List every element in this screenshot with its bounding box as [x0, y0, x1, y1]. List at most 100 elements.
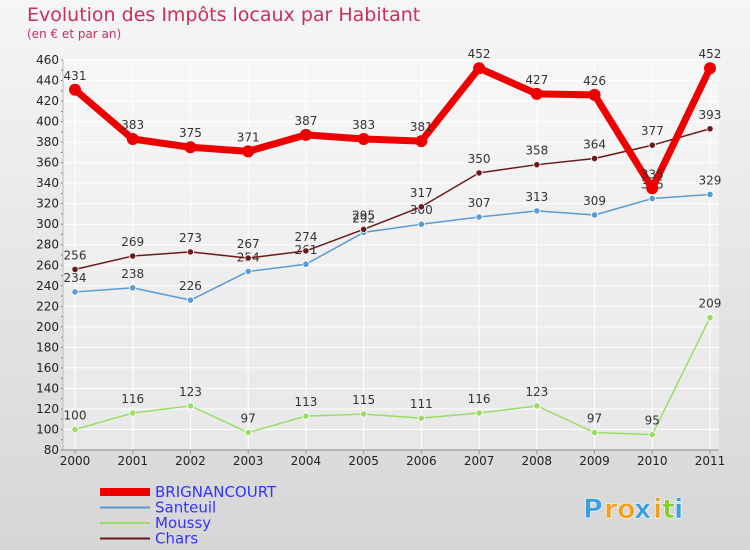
data-point-moussy — [475, 409, 483, 417]
data-label-moussy: 116 — [121, 392, 144, 406]
x-tick-label: 2006 — [406, 454, 437, 468]
data-label-brignancourt: 371 — [237, 130, 260, 144]
legend-label-brignancourt: BRIGNANCOURT — [155, 483, 277, 501]
data-point-chars — [706, 125, 714, 133]
data-point-chars — [244, 254, 252, 262]
data-label-chars: 273 — [179, 231, 202, 245]
legend-label-moussy: Moussy — [155, 514, 211, 532]
y-tick-label: 340 — [36, 176, 59, 190]
axes: 80 100 120 140 160 180 200 220 240 260 280 300 320 34… — [36, 53, 725, 468]
data-point-santeuil — [71, 288, 79, 296]
x-tick-label: 2005 — [348, 454, 379, 468]
data-label-chars: 393 — [699, 108, 722, 122]
logo-letter: x — [634, 494, 651, 525]
data-point-moussy — [590, 428, 599, 437]
data-label-chars: 274 — [294, 230, 317, 244]
data-point-santeuil — [302, 260, 310, 268]
data-label-brignancourt: 427 — [525, 73, 548, 87]
data-label-santeuil: 313 — [525, 190, 548, 204]
data-point-brignancourt — [184, 141, 197, 154]
data-label-moussy: 111 — [410, 397, 433, 411]
data-point-moussy — [417, 414, 425, 422]
y-tick-label: 80 — [44, 443, 59, 457]
data-label-brignancourt: 387 — [294, 114, 317, 128]
data-point-chars — [129, 252, 137, 260]
data-label-brignancourt: 335 — [641, 167, 664, 181]
data-point-chars — [475, 169, 483, 177]
data-point-chars — [186, 248, 195, 256]
data-point-santeuil — [533, 207, 541, 215]
logo-letter: i — [674, 494, 683, 525]
data-label-moussy: 97 — [241, 412, 256, 426]
logo-letter: r — [604, 494, 618, 525]
data-label-santeuil: 226 — [179, 279, 202, 293]
data-label-moussy: 97 — [587, 412, 602, 426]
data-point-moussy — [648, 431, 656, 439]
data-label-brignancourt: 452 — [468, 47, 491, 61]
data-label-brignancourt: 383 — [121, 118, 144, 132]
data-point-moussy — [302, 412, 310, 420]
data-label-santeuil: 307 — [468, 196, 491, 210]
data-label-santeuil: 234 — [64, 271, 87, 285]
data-point-chars — [360, 225, 368, 233]
data-label-chars: 267 — [237, 237, 260, 251]
grid — [63, 59, 719, 451]
data-label-chars: 358 — [525, 144, 548, 158]
y-tick-label: 260 — [36, 258, 59, 272]
data-label-brignancourt: 452 — [699, 47, 722, 61]
data-point-chars — [302, 247, 310, 255]
data-point-moussy — [186, 402, 195, 410]
x-tick-label: 2002 — [175, 454, 206, 468]
data-point-moussy — [706, 314, 714, 322]
y-tick-label: 200 — [36, 320, 59, 334]
data-label-chars: 295 — [352, 208, 375, 222]
logo-letter: i — [653, 494, 662, 525]
data-label-chars: 269 — [121, 235, 144, 249]
data-point-santeuil — [129, 284, 137, 292]
data-label-moussy: 116 — [468, 392, 491, 406]
data-point-santeuil — [648, 194, 656, 203]
data-point-brignancourt — [703, 62, 716, 75]
plot-area — [63, 60, 719, 450]
x-tick-label: 2000 — [60, 454, 91, 468]
legend-label-chars: Chars — [155, 530, 198, 548]
x-tick-label: 2007 — [464, 454, 495, 468]
data-point-santeuil — [475, 213, 483, 221]
x-tick-label: 2004 — [291, 454, 322, 468]
data-point-moussy — [244, 428, 252, 437]
series-line-chars — [74, 128, 711, 271]
data-point-moussy — [533, 402, 541, 410]
data-point-brignancourt — [588, 88, 601, 101]
y-tick-label: 220 — [36, 299, 59, 313]
chart-title: Evolution des Impôts locaux par Habitant — [27, 4, 420, 26]
chart-subtitle: (en € et par an) — [27, 27, 121, 41]
data-point-moussy — [129, 409, 137, 417]
data-label-moussy: 209 — [699, 297, 722, 311]
data-label-chars: 350 — [468, 152, 491, 166]
data-label-chars: 317 — [410, 186, 433, 200]
data-label-moussy: 100 — [64, 408, 87, 422]
y-tick-label: 440 — [36, 74, 59, 88]
data-point-brignancourt — [357, 133, 370, 146]
data-point-brignancourt — [530, 87, 543, 100]
y-tick-label: 380 — [36, 135, 59, 149]
y-tick-label: 180 — [36, 340, 59, 354]
logo-letter: o — [617, 494, 636, 525]
series-line-santeuil — [74, 193, 711, 301]
y-tick-label: 460 — [36, 53, 59, 67]
data-point-brignancourt — [69, 83, 81, 96]
x-tick-label: 2009 — [579, 454, 610, 468]
data-label-moussy: 113 — [294, 395, 317, 409]
logo-letter: t — [662, 494, 675, 525]
data-point-santeuil — [417, 220, 425, 228]
data-point-brignancourt — [473, 62, 486, 75]
series-line-moussy — [74, 316, 711, 436]
data-point-chars — [648, 141, 656, 149]
data-point-brignancourt — [299, 128, 312, 141]
legend-label-santeuil: Santeuil — [155, 499, 216, 517]
y-tick-label: 400 — [36, 115, 59, 129]
data-point-chars — [417, 203, 425, 211]
